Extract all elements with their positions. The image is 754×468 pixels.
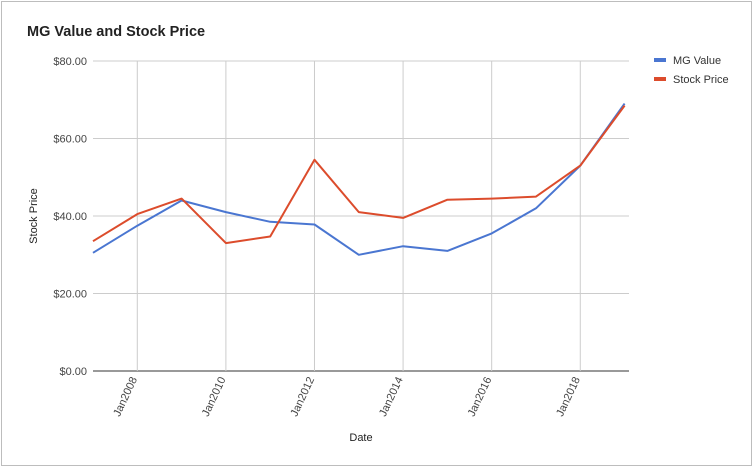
data-point — [135, 212, 139, 216]
data-point — [490, 197, 494, 201]
series-line-mg-value — [92, 103, 626, 256]
x-tick-label: Jan2010 — [200, 375, 229, 418]
data-point — [534, 206, 538, 210]
x-axis-label: Date — [349, 432, 372, 444]
y-tick-label: $0.00 — [59, 366, 87, 378]
data-point — [401, 244, 405, 248]
data-point — [401, 216, 405, 220]
y-tick-label: $60.00 — [53, 134, 87, 146]
data-point — [224, 241, 228, 245]
y-tick-label: $80.00 — [53, 56, 87, 68]
x-tick-label: Jan2008 — [111, 375, 140, 418]
data-point — [312, 158, 316, 162]
y-tick-label: $20.00 — [53, 289, 87, 301]
data-point — [534, 195, 538, 199]
legend-label: MG Value — [673, 55, 721, 67]
legend-label: Stock Price — [673, 74, 729, 86]
series-line-stock-price — [92, 105, 626, 245]
y-tick-label: $40.00 — [53, 211, 87, 223]
data-point — [268, 235, 272, 239]
x-tick-label: Jan2012 — [288, 375, 317, 418]
data-point — [268, 220, 272, 224]
data-point — [91, 251, 95, 255]
data-point — [623, 104, 627, 108]
data-point — [445, 198, 449, 202]
data-point — [490, 231, 494, 235]
data-point — [312, 223, 316, 227]
data-point — [180, 197, 184, 201]
data-point — [445, 249, 449, 253]
data-point — [91, 239, 95, 243]
chart-title: MG Value and Stock Price — [27, 24, 206, 40]
data-point — [135, 224, 139, 228]
x-tick-label: Jan2016 — [466, 375, 495, 418]
x-tick-label: Jan2018 — [554, 375, 583, 418]
x-tick-label: Jan2014 — [377, 375, 406, 418]
data-point — [357, 253, 361, 257]
data-point — [357, 210, 361, 214]
y-axis-label: Stock Price — [28, 188, 40, 244]
legend-swatch — [654, 77, 666, 81]
legend-swatch — [654, 58, 666, 62]
data-point — [578, 164, 582, 168]
data-point — [224, 210, 228, 214]
